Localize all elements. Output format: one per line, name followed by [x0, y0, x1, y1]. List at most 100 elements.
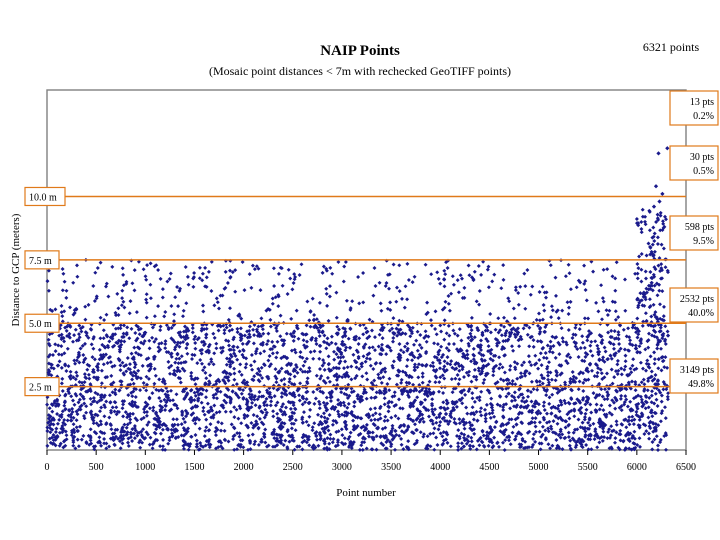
data-point	[387, 286, 391, 291]
data-point	[357, 367, 362, 371]
data-point	[494, 420, 499, 425]
data-point	[361, 332, 366, 337]
x-tick-label: 2000	[234, 462, 254, 473]
data-point	[364, 446, 369, 451]
data-point	[225, 356, 229, 361]
data-point	[450, 274, 455, 279]
data-point	[141, 381, 146, 385]
band-count-pct: 0.2%	[693, 111, 714, 122]
data-point	[127, 311, 132, 316]
data-point	[174, 417, 179, 422]
x-tick-label: 0	[45, 462, 50, 473]
data-point	[242, 333, 247, 338]
chart-title: NAIP Points	[320, 43, 400, 59]
data-point	[131, 381, 136, 386]
data-point	[128, 362, 132, 367]
data-point	[239, 421, 244, 426]
data-point	[192, 398, 197, 403]
data-point	[88, 427, 93, 432]
data-point	[541, 355, 546, 360]
data-point	[98, 315, 103, 320]
data-point	[304, 356, 309, 361]
data-point	[450, 390, 455, 395]
data-point	[144, 292, 149, 297]
data-point	[235, 326, 240, 331]
data-point	[455, 333, 460, 338]
data-point	[201, 405, 206, 410]
data-point	[438, 375, 443, 380]
data-point	[590, 353, 595, 358]
data-point	[202, 365, 207, 370]
x-tick-label: 2500	[283, 462, 303, 473]
x-tick-label: 1000	[135, 462, 155, 473]
data-point	[237, 369, 242, 374]
data-point	[179, 422, 184, 427]
data-point	[501, 440, 505, 445]
data-point	[94, 421, 99, 426]
data-point	[60, 409, 65, 414]
data-point	[580, 334, 585, 339]
data-point	[479, 389, 484, 394]
data-point	[546, 442, 551, 447]
data-point	[616, 368, 621, 373]
data-point	[214, 379, 219, 384]
data-point	[113, 326, 118, 331]
data-point	[160, 287, 165, 292]
data-point	[118, 379, 123, 384]
data-point	[110, 390, 115, 395]
data-point	[208, 422, 213, 427]
data-point	[128, 417, 133, 422]
data-point	[132, 268, 137, 273]
band-count-pct: 9.5%	[693, 236, 714, 247]
data-point	[216, 420, 221, 425]
data-point	[449, 415, 454, 420]
data-point	[85, 367, 90, 372]
data-point	[189, 406, 194, 411]
data-point	[300, 369, 305, 374]
band-count-pct: 49.8%	[688, 379, 714, 390]
data-point	[650, 389, 654, 394]
data-point	[217, 379, 222, 384]
data-point	[428, 363, 433, 368]
data-point	[47, 406, 52, 411]
data-point	[99, 368, 104, 373]
data-point	[322, 367, 327, 372]
data-point	[99, 405, 104, 410]
data-point	[311, 356, 316, 361]
data-point	[301, 338, 306, 343]
x-axis: 0 500 1000 1500 2000 2500 3000 3500 4000 4500 5000…	[45, 450, 696, 473]
data-point	[162, 314, 167, 319]
data-point	[483, 416, 488, 421]
data-point	[73, 327, 78, 332]
data-point	[251, 413, 256, 417]
band-count-pts: 30 pts	[690, 152, 714, 163]
data-point	[152, 366, 157, 371]
x-tick-label: 5500	[578, 462, 598, 473]
data-point	[276, 387, 281, 392]
data-point	[225, 281, 230, 285]
data-point	[637, 344, 642, 349]
data-point	[490, 279, 495, 284]
data-point	[496, 316, 501, 321]
data-point	[232, 371, 237, 376]
data-point	[405, 323, 410, 328]
data-point	[146, 376, 151, 381]
band-count-pts: 2532 pts	[680, 294, 714, 305]
data-point	[324, 291, 329, 296]
data-point	[183, 265, 188, 269]
data-point	[171, 398, 175, 403]
x-tick-label: 1500	[184, 462, 204, 473]
data-point	[48, 430, 53, 435]
data-point	[437, 389, 441, 394]
data-point	[549, 304, 554, 309]
x-tick-label: 4000	[430, 462, 450, 473]
data-point	[529, 334, 534, 339]
data-point	[459, 441, 464, 446]
data-point	[226, 439, 231, 444]
band-count-pts: 598 pts	[685, 222, 714, 233]
data-point	[510, 430, 515, 435]
x-tick-label: 3000	[332, 462, 352, 473]
data-point	[478, 409, 483, 414]
data-point	[580, 340, 585, 345]
